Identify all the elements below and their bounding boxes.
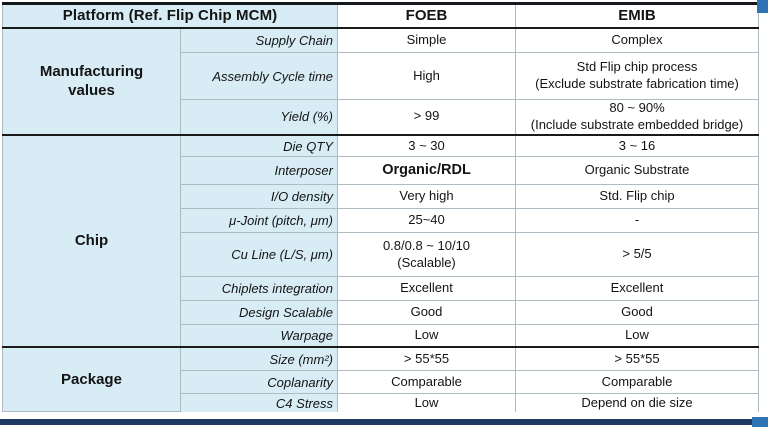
foeb-value-cell: Good: [337, 300, 516, 326]
table-row: Package Size (mm²) > 55*55 > 55*55: [2, 345, 759, 413]
attribute-label: μ-Joint (pitch, μm): [180, 208, 338, 234]
foeb-value-cell: > 99: [337, 98, 516, 136]
slide-frame-bottom-right-accent: [752, 417, 768, 427]
platform-header-cell: Platform (Ref. Flip Chip MCM): [2, 2, 338, 29]
slide-frame-bottom-bar: [0, 419, 768, 425]
emib-value-cell: Depend on die size: [515, 393, 759, 412]
table-header-row: Platform (Ref. Flip Chip MCM) FOEB EMIB: [2, 2, 759, 29]
attribute-label: C4 Stress: [180, 393, 338, 412]
table-row: Assembly Cycle time High Std Flip chip pro…: [3, 52, 759, 100]
table-row: Interposer Organic/RDL Organic Substrate: [3, 156, 759, 186]
emib-value-cell: -: [515, 208, 759, 234]
emib-value-cell: > 55*55: [515, 345, 759, 372]
foeb-value-cell: 0.8/0.8 ~ 10/10 (Scalable): [337, 232, 516, 278]
foeb-value-cell: 25~40: [337, 208, 516, 234]
emib-value-cell: Organic Substrate: [515, 156, 759, 186]
table-row: Coplanarity Comparable Comparable: [3, 370, 759, 395]
section-label: Chip: [2, 133, 181, 348]
attribute-label: Assembly Cycle time: [180, 52, 338, 100]
foeb-value-cell: Excellent: [337, 276, 516, 302]
foeb-value-cell: Organic/RDL: [337, 156, 516, 186]
foeb-value-cell: High: [337, 52, 516, 100]
emib-value-cell: Comparable: [515, 370, 759, 395]
foeb-column-header: FOEB: [337, 2, 516, 29]
foeb-value-cell: 3 ~ 30: [337, 133, 516, 158]
attribute-label: Yield (%): [180, 98, 338, 136]
table-row: Chip Die QTY 3 ~ 30 3 ~ 16: [2, 133, 759, 348]
attribute-label: Supply Chain: [180, 26, 338, 53]
section-label: Manufacturing values: [2, 26, 181, 136]
foeb-value-cell: Low: [337, 324, 516, 348]
attribute-label: I/O density: [180, 184, 338, 210]
foeb-value-cell: Simple: [337, 26, 516, 53]
emib-value-cell: Good: [515, 300, 759, 326]
table-row: C4 Stress Low Depend on die size: [3, 393, 759, 412]
attribute-label: Interposer: [180, 156, 338, 186]
attribute-label: Cu Line (L/S, μm): [180, 232, 338, 278]
table-row: Warpage Low Low: [3, 324, 759, 348]
attribute-label: Design Scalable: [180, 300, 338, 326]
table-row: μ-Joint (pitch, μm) 25~40-: [3, 208, 759, 234]
attribute-label: Warpage: [180, 324, 338, 348]
emib-value-cell: 3 ~ 16: [515, 133, 759, 158]
emib-value-cell: Complex: [515, 26, 759, 53]
table-row: Cu Line (L/S, μm) 0.8/0.8 ~ 10/10 (Scalab…: [3, 232, 759, 278]
slide-frame-corner-accent: [757, 0, 768, 13]
emib-value-cell: Low: [515, 324, 759, 348]
table-row: Design Scalable Good Good: [3, 300, 759, 326]
table-row: Yield (%) > 99 80 ~ 90% (Include substrate…: [3, 98, 759, 136]
emib-value-cell: Std Flip chip process (Exclude substrate…: [515, 52, 759, 100]
foeb-value-cell: > 55*55: [337, 345, 516, 372]
foeb-value-cell: Comparable: [337, 370, 516, 395]
table-row: Manufacturing values Supply Chain Simple Co…: [2, 26, 759, 136]
emib-value-cell: Std. Flip chip: [515, 184, 759, 210]
attribute-label: Coplanarity: [180, 370, 338, 395]
attribute-label: Chiplets integration: [180, 276, 338, 302]
emib-value-cell: > 5/5: [515, 232, 759, 278]
attribute-label: Size (mm²): [180, 345, 338, 372]
table-row: I/O density Very high Std. Flip chip: [3, 184, 759, 210]
foeb-value-cell: Very high: [337, 184, 516, 210]
platform-comparison-table: Platform (Ref. Flip Chip MCM) FOEB EMIB …: [2, 2, 759, 413]
attribute-label: Die QTY: [180, 133, 338, 158]
emib-value-cell: Excellent: [515, 276, 759, 302]
emib-column-header: EMIB: [515, 2, 759, 29]
section-label: Package: [2, 345, 181, 413]
emib-value-cell: 80 ~ 90% (Include substrate embedded bri…: [515, 98, 759, 136]
foeb-value-cell: Low: [337, 393, 516, 412]
